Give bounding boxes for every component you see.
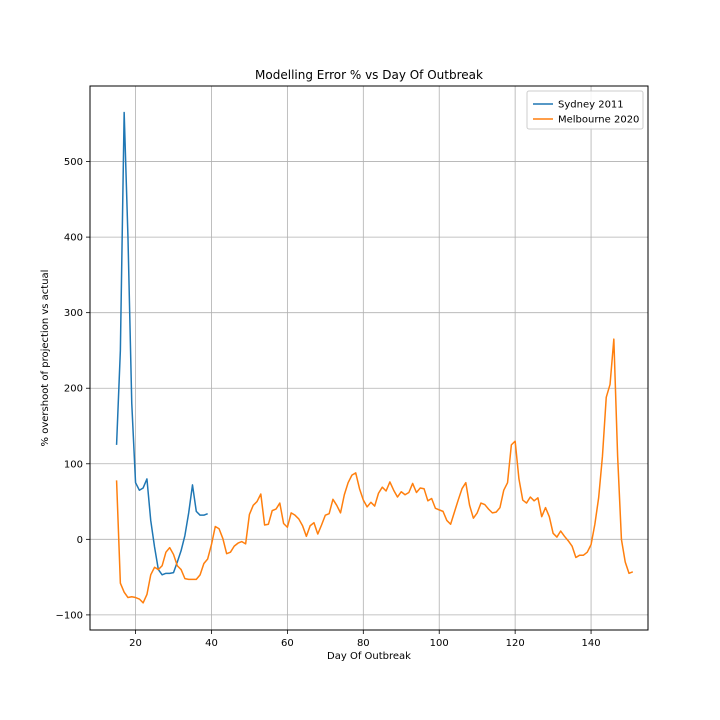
legend-entry: Sydney 2011	[558, 100, 624, 111]
x-tick-label: 60	[281, 638, 294, 649]
chart-title: Modelling Error % vs Day Of Outbreak	[255, 68, 483, 82]
x-tick-label: 80	[357, 638, 370, 649]
series-line-melbourne-2020	[115, 338, 634, 604]
legend-entry: Melbourne 2020	[558, 115, 639, 126]
y-tick-label: 500	[64, 157, 83, 168]
x-tick-label: 100	[430, 638, 449, 649]
y-axis-label: % overshoot of projection vs actual	[40, 270, 51, 447]
y-tick-label: 300	[64, 308, 83, 319]
y-axis-ticks: −100 0 100 200 300 400 500	[56, 157, 90, 621]
x-tick-label: 20	[129, 638, 142, 649]
legend-box	[526, 90, 644, 130]
x-axis-label: Day Of Outbreak	[327, 651, 411, 662]
y-tick-label: 0	[77, 535, 83, 546]
y-tick-label: 400	[64, 233, 83, 244]
y-tick-label: −100	[56, 610, 83, 621]
grid-lines	[90, 86, 648, 630]
series-lines	[115, 111, 634, 604]
legend: Sydney 2011 Melbourne 2020	[526, 90, 644, 130]
x-axis-ticks: 20 40 60 80 100 120 140	[129, 630, 601, 649]
x-tick-label: 140	[582, 638, 601, 649]
x-tick-label: 120	[506, 638, 525, 649]
y-tick-label: 200	[64, 384, 83, 395]
plot-area	[90, 86, 648, 630]
x-tick-label: 40	[205, 638, 218, 649]
plot-frame	[89, 85, 649, 631]
y-tick-label: 100	[64, 459, 83, 470]
series-line-sydney-2011	[115, 111, 208, 576]
